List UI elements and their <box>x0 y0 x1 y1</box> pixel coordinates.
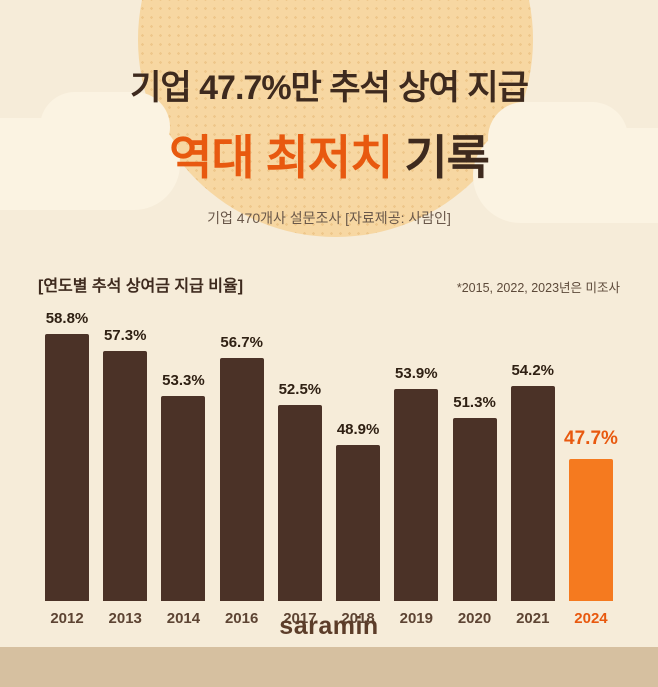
bar-column: 56.7% 2016 <box>213 334 271 628</box>
bar-column: 58.8% 2012 <box>38 310 96 628</box>
bar <box>161 396 206 601</box>
bar-value-label: 51.3% <box>453 394 496 411</box>
bar-value-label: 57.3% <box>103 327 147 344</box>
bar-value-label: 47.7% <box>564 428 618 449</box>
bar <box>336 445 381 601</box>
bar-year-label: 2012 <box>50 610 84 627</box>
page-title-line1: 기업 47.7%만 추석 상여 지급 <box>130 69 529 107</box>
bar-chart: 58.8% 2012 57.3% 2013 53.3% 2014 56.7% 2016 52.5… <box>0 310 658 628</box>
footer-strip <box>0 647 658 687</box>
page-title-line2: 역대 최저치 기록 <box>0 119 658 188</box>
bar-value-label: 53.3% <box>162 372 205 389</box>
bar <box>219 358 264 601</box>
bar-column: 52.5% 2017 <box>271 381 329 628</box>
bar-year-label: 2018 <box>341 610 375 627</box>
cloud-decoration-right-small <box>488 102 628 174</box>
bar-year-label: 2016 <box>224 610 259 627</box>
bar-value-label: 54.2% <box>511 362 555 379</box>
bar-year-label: 2019 <box>399 610 433 627</box>
cloud-decoration-left-small <box>40 92 170 162</box>
bar-year-label: 2017 <box>283 610 317 627</box>
bar-column: 48.9% 2018 <box>329 421 387 628</box>
bar-value-label: 53.9% <box>395 365 438 382</box>
bar-year-label: 2013 <box>108 610 142 627</box>
bar-year-label: 2024 <box>574 610 608 627</box>
bar <box>45 334 89 601</box>
bar-column: 51.3% 2020 <box>446 394 504 628</box>
survey-subtitle: 기업 470개사 설문조사 [자료제공: 사람인] <box>207 210 451 226</box>
bar-value-label: 58.8% <box>45 310 89 327</box>
bar-column: 53.9% 2019 <box>387 365 445 628</box>
bar-year-label: 2021 <box>516 610 550 627</box>
bar-year-label: 2014 <box>166 610 201 627</box>
chart-section-title: [연도별 추석 상여금 지급 비율] <box>38 278 244 295</box>
bar-column: 47.7% 2024 <box>562 428 620 628</box>
bar <box>452 418 497 601</box>
page-title-highlight: 역대 최저치 <box>169 131 393 184</box>
content: 기업 47.7%만 추석 상여 지급 역대 최저치 기록 기업 470개사 설문… <box>0 69 658 628</box>
bar <box>510 386 555 601</box>
page-title-rest: 기록 <box>392 131 489 184</box>
bar-value-label: 52.5% <box>278 381 322 398</box>
bar-highlight <box>568 459 613 601</box>
bar <box>394 389 439 601</box>
bar-column: 53.3% 2014 <box>154 372 212 628</box>
bar-value-label: 56.7% <box>220 334 263 351</box>
bar-column: 54.2% 2021 <box>504 362 562 628</box>
bar <box>103 351 148 601</box>
bar <box>277 405 322 601</box>
bar-value-label: 48.9% <box>336 421 380 438</box>
chart-section-header: [연도별 추석 상여금 지급 비율] *2015, 2022, 2023년은 미… <box>0 272 658 296</box>
chart-footnote: *2015, 2022, 2023년은 미조사 <box>456 281 620 295</box>
brand-logo: saramin <box>279 612 379 640</box>
bar-year-label: 2020 <box>457 610 492 627</box>
bar-column: 57.3% 2013 <box>96 327 154 628</box>
